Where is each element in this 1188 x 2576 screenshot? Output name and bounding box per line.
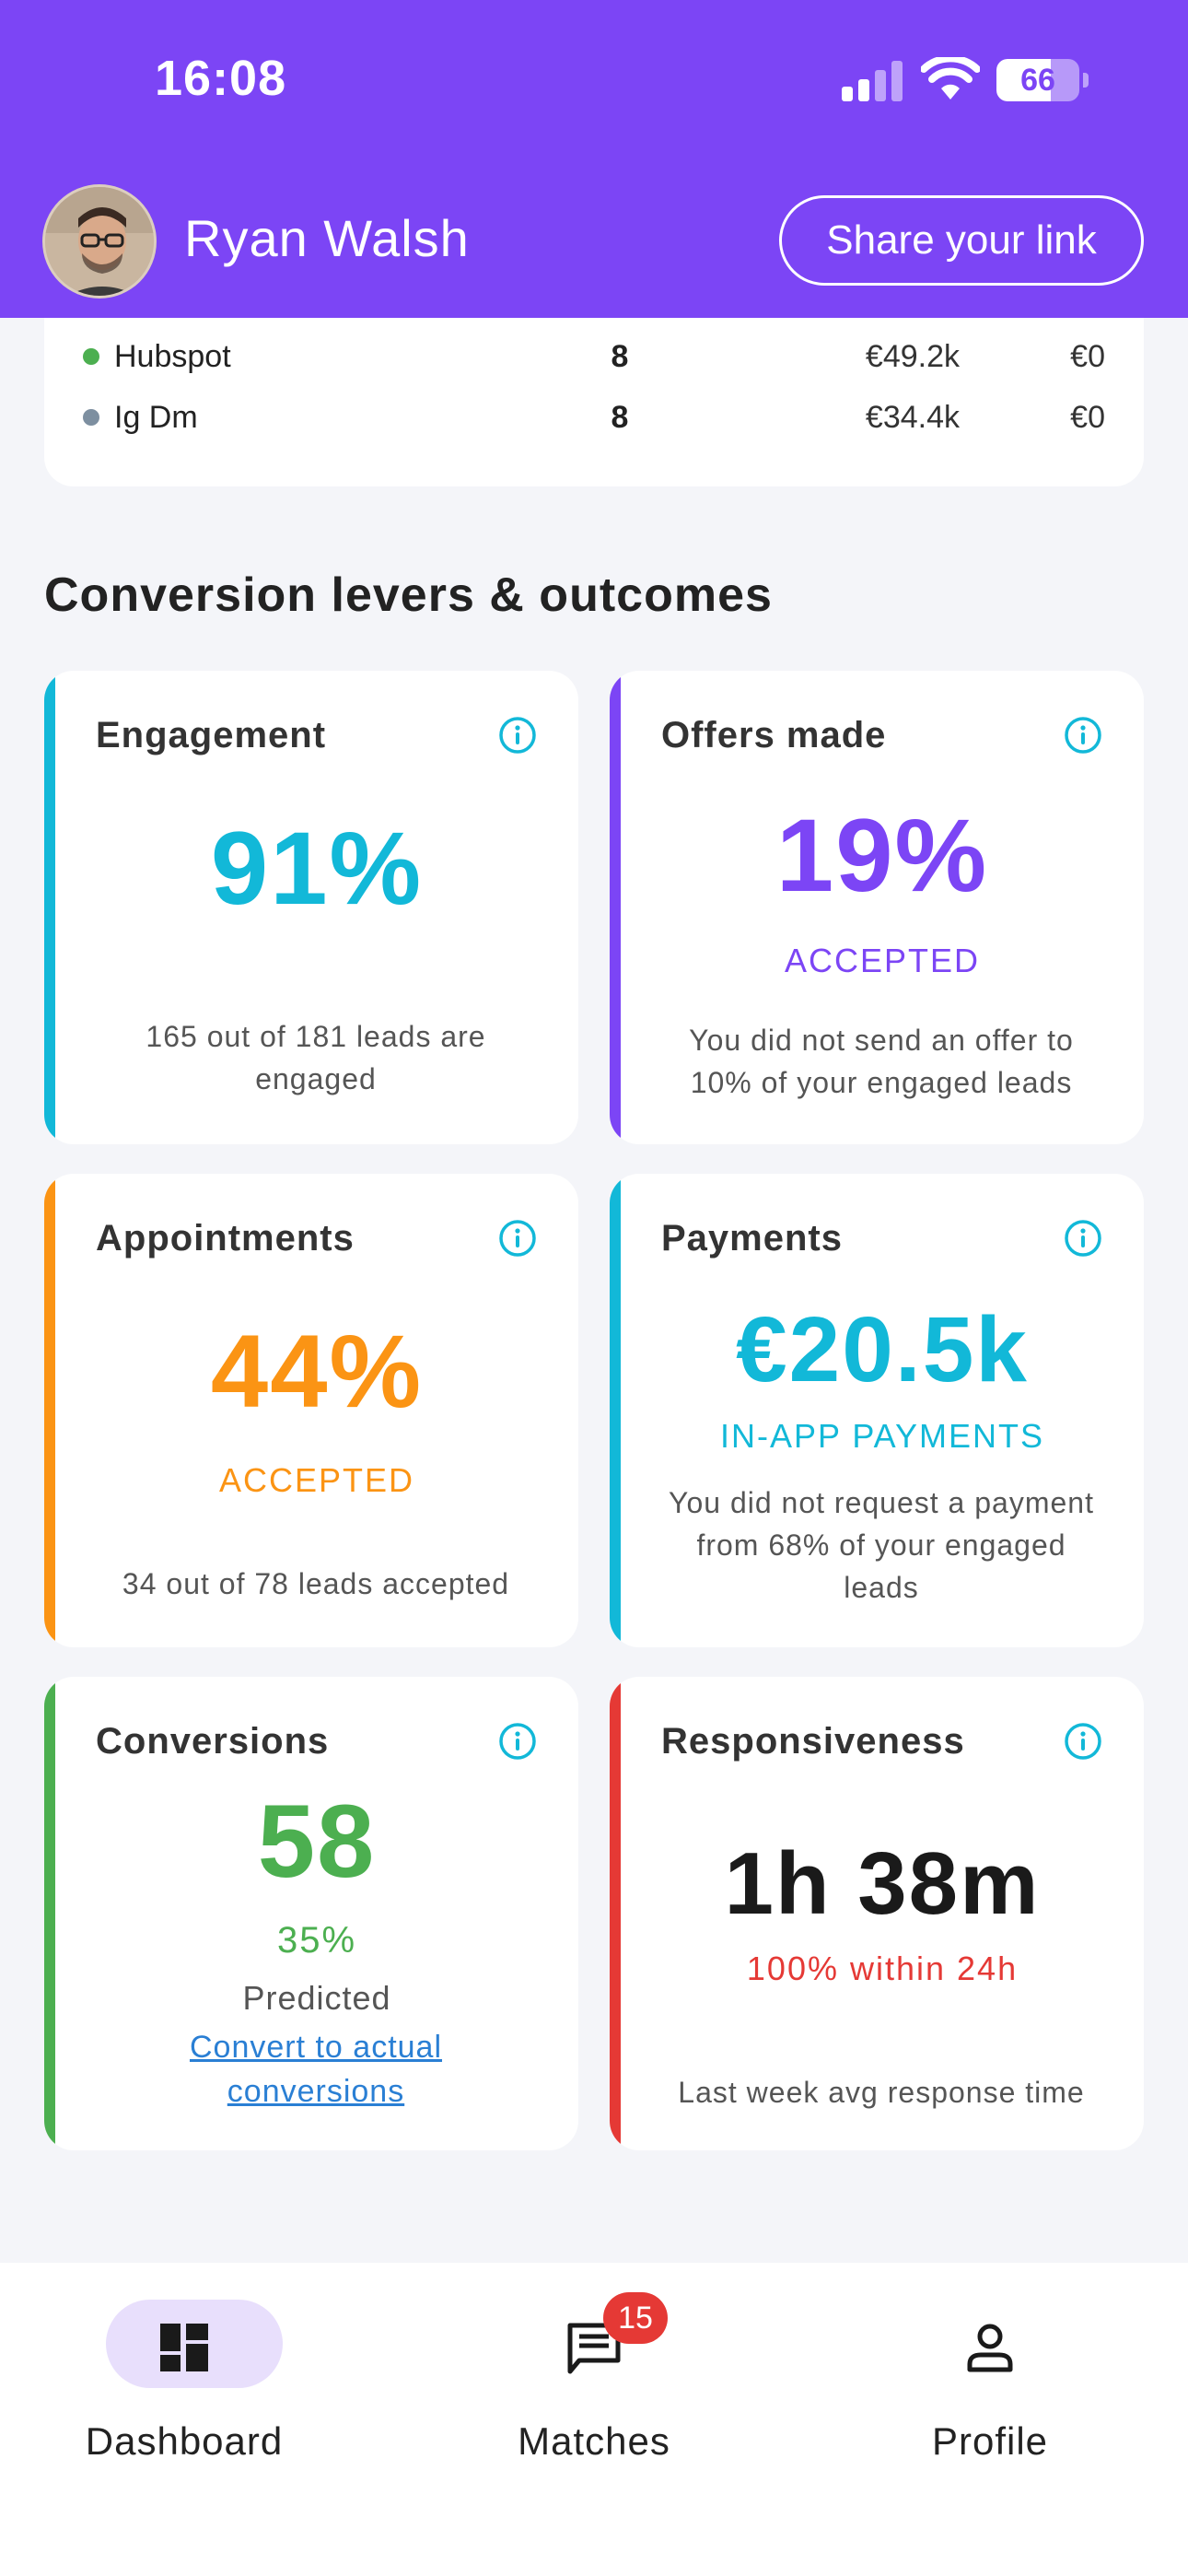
battery-icon: 66 [996,59,1079,101]
nav-label: Profile [931,2419,1049,2463]
card-accent [44,1677,55,2150]
conversions-card[interactable]: Conversions 58 35% Predicted Convert to … [44,1677,578,2150]
nav-matches[interactable]: 15 Matches [456,2292,732,2484]
battery-level: 66 [1020,63,1055,98]
info-icon[interactable] [1063,715,1103,755]
responsiveness-sub: 100% within 24h [746,1950,1019,1987]
card-title: Responsiveness [661,1721,965,1762]
info-icon[interactable] [497,1218,538,1259]
bottom-nav: Dashboard 15 Matches Profile [0,2263,1188,2576]
engagement-desc: 165 out of 181 leads are engaged [146,1020,486,1095]
appointments-sub: ACCEPTED [218,1461,415,1499]
nav-label: Dashboard [85,2419,284,2463]
nav-profile[interactable]: Profile [852,2300,1128,2484]
source-dot-icon [83,409,99,426]
card-title: Appointments [96,1218,355,1259]
appointments-card[interactable]: Appointments 44% ACCEPTED 34 out of 78 l… [44,1174,578,1647]
battery-cap [1083,73,1089,88]
responsiveness-value: 1h 38m [724,1834,1041,1933]
payments-card[interactable]: Payments €20.5k IN-APP PAYMENTS You did … [610,1174,1144,1647]
offers-sub: ACCEPTED [784,942,981,979]
dashboard-icon [160,2324,208,2371]
source-other: €0 [1070,400,1105,435]
card-accent [44,671,55,1144]
responsiveness-desc: Last week avg response time [678,2076,1085,2109]
card-accent [610,1174,621,1647]
user-avatar-icon [45,187,154,296]
card-title: Engagement [96,715,327,755]
payments-value: €20.5k [736,1298,1029,1401]
source-value: €34.4k [865,400,960,435]
offers-value: 19% [775,798,989,913]
card-title: Conversions [96,1721,330,1762]
user-name: Ryan Walsh [184,209,470,267]
source-value: €49.2k [865,339,960,374]
conversions-rate: 35% [276,1920,357,1961]
avatar[interactable] [42,184,157,299]
source-name: Ig Dm [114,400,198,435]
nav-label: Matches [518,2419,670,2463]
conversions-predicted: Predicted [242,1979,391,2017]
source-dot-icon [83,348,99,365]
engagement-value: 91% [210,811,424,926]
nav-dashboard[interactable]: Dashboard [46,2300,322,2484]
person-icon [967,2324,1013,2372]
matches-badge: 15 [603,2292,668,2344]
app-header: 16:08 66 Ryan Walsh Share your link [0,0,1188,318]
source-count: 8 [611,400,629,435]
card-accent [610,671,621,1144]
responsiveness-card[interactable]: Responsiveness 1h 38m 100% within 24h La… [610,1677,1144,2150]
payments-sub: IN-APP PAYMENTS [719,1417,1045,1455]
offers-desc: You did not send an offer to 10% of your… [689,1024,1074,1099]
offers-card[interactable]: Offers made 19% ACCEPTED You did not sen… [610,671,1144,1144]
card-accent [610,1677,621,2150]
payments-desc: You did not request a payment from 68% o… [669,1486,1094,1604]
source-other: €0 [1070,339,1105,374]
info-icon[interactable] [497,1721,538,1762]
table-row: Ig Dm 8 €34.4k €0 [44,391,1144,446]
cellular-signal-icon [842,61,903,101]
conversions-value: 58 [257,1784,377,1899]
table-row: Hubspot 8 €49.2k €0 [44,330,1144,385]
source-name: Hubspot [114,339,231,374]
status-time: 16:08 [155,51,287,106]
card-title: Offers made [661,715,887,755]
source-count: 8 [611,339,629,374]
info-icon[interactable] [1063,1218,1103,1259]
share-link-button[interactable]: Share your link [779,195,1144,286]
info-icon[interactable] [497,715,538,755]
convert-actual-link[interactable]: Convert to actual conversions [189,2030,443,2109]
section-title: Conversion levers & outcomes [44,568,773,622]
appointments-desc: 34 out of 78 leads accepted [122,1567,510,1600]
wifi-icon [921,57,980,100]
info-icon[interactable] [1063,1721,1103,1762]
card-title: Payments [661,1218,843,1259]
engagement-card[interactable]: Engagement 91% 165 out of 181 leads are … [44,671,578,1144]
appointments-value: 44% [210,1314,424,1429]
card-accent [44,1174,55,1647]
